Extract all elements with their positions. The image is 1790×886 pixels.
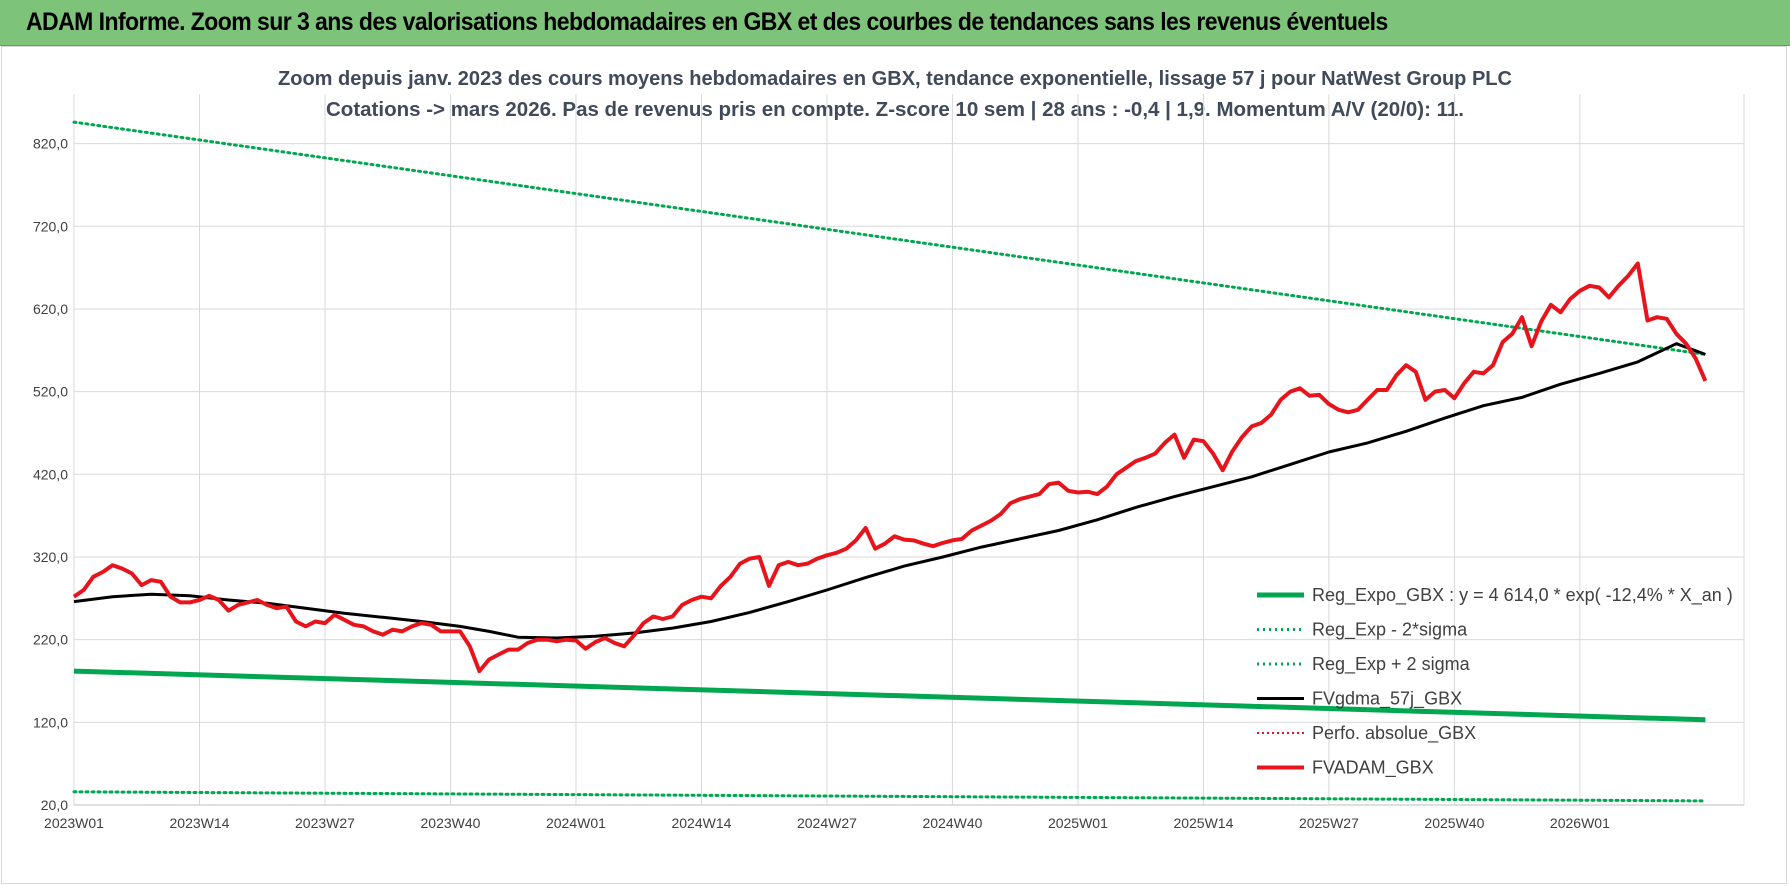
x-tick-label: 2024W40 [922,815,982,831]
series-line-4 [72,261,1708,674]
y-tick-label: 120,0 [33,714,68,730]
chart-title-line: Zoom depuis janv. 2023 des cours moyens … [278,68,1512,90]
y-tick-label: 520,0 [33,384,68,400]
report-banner: ADAM Informe. Zoom sur 3 ans des valoris… [0,0,1790,46]
series-line-0 [73,668,1706,723]
legend-label: Perfo. absolue_GBX [1312,723,1476,744]
x-tick-label: 2024W01 [546,815,606,831]
chart-svg: Zoom depuis janv. 2023 des cours moyens … [33,68,1745,831]
x-tick-label: 2025W14 [1173,815,1233,831]
legend-label: FVADAM_GBX [1312,758,1434,779]
x-tick-label: 2023W14 [170,815,230,831]
x-tick-label: 2023W01 [44,815,104,831]
chart-legend: Reg_Expo_GBX : y = 4 614,0 * exp( -12,4%… [1257,585,1733,779]
series-line-1 [72,790,1707,803]
legend-label: FVgdma_57j_GBX [1312,689,1462,710]
y-tick-label: 20,0 [41,797,68,813]
y-axis-ticks: 20,0 120,0 220,0 320,0 420,0 520,0 620,0 720,0 8… [33,136,68,813]
report-title: ADAM Informe. Zoom sur 3 ans des valoris… [26,8,1388,36]
series-line-2 [72,120,1707,356]
x-tick-label: 2026W01 [1550,815,1610,831]
x-tick-label: 2025W27 [1299,815,1359,831]
x-tick-label: 2025W01 [1048,815,1108,831]
x-tick-label: 2024W14 [671,815,731,831]
x-tick-label: 2023W40 [421,815,481,831]
chart-frame: Zoom depuis janv. 2023 des cours moyens … [1,46,1787,884]
x-tick-label: 2024W27 [797,815,857,831]
y-tick-label: 820,0 [33,136,68,152]
chart-title: Zoom depuis janv. 2023 des cours moyens … [278,68,1512,121]
series-line-3 [73,342,1706,640]
y-tick-label: 320,0 [33,549,68,565]
chart-title-line: Cotations -> mars 2026. Pas de revenus p… [326,99,1464,121]
legend-label: Reg_Exp - 2*sigma [1312,620,1468,641]
y-tick-label: 720,0 [33,218,68,234]
y-tick-label: 420,0 [33,466,68,482]
chart-series [72,120,1708,803]
y-tick-label: 620,0 [33,301,68,317]
x-axis-ticks: 2023W01 2023W14 2023W27 2023W40 2024W01 2024W… [44,815,1610,831]
y-tick-label: 220,0 [33,632,68,648]
x-tick-label: 2023W27 [295,815,355,831]
legend-label: Reg_Expo_GBX : y = 4 614,0 * exp( -12,4%… [1312,585,1733,606]
legend-label: Reg_Exp + 2 sigma [1312,654,1471,675]
x-tick-label: 2025W40 [1424,815,1484,831]
